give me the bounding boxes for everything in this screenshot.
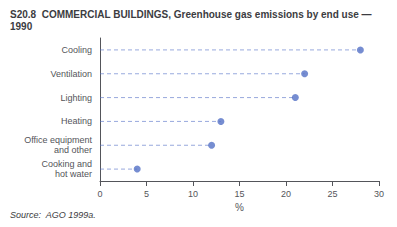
svg-text:Office equipment: Office equipment xyxy=(24,135,92,145)
svg-text:and other: and other xyxy=(54,145,92,155)
svg-text:1990: 1990 xyxy=(10,21,33,32)
svg-text:10: 10 xyxy=(188,189,198,199)
svg-text:Cooking and: Cooking and xyxy=(41,159,92,169)
svg-text:Lighting: Lighting xyxy=(60,93,92,103)
svg-text:0: 0 xyxy=(97,189,102,199)
svg-text:25: 25 xyxy=(327,189,337,199)
svg-text:hot water: hot water xyxy=(55,169,92,179)
svg-text:Source: AGO 1999a.: Source: AGO 1999a. xyxy=(10,210,96,220)
svg-text:Ventilation: Ventilation xyxy=(50,69,92,79)
svg-text:Cooling: Cooling xyxy=(61,45,92,55)
svg-text:S20.8 COMMERCIAL BUILDINGS, G: S20.8 COMMERCIAL BUILDINGS, Greenhouse g… xyxy=(10,9,374,20)
svg-text:5: 5 xyxy=(144,189,149,199)
svg-text:15: 15 xyxy=(234,189,244,199)
svg-text:Heating: Heating xyxy=(61,116,92,126)
svg-text:%: % xyxy=(235,202,244,213)
svg-text:20: 20 xyxy=(281,189,291,199)
svg-text:30: 30 xyxy=(374,189,384,199)
